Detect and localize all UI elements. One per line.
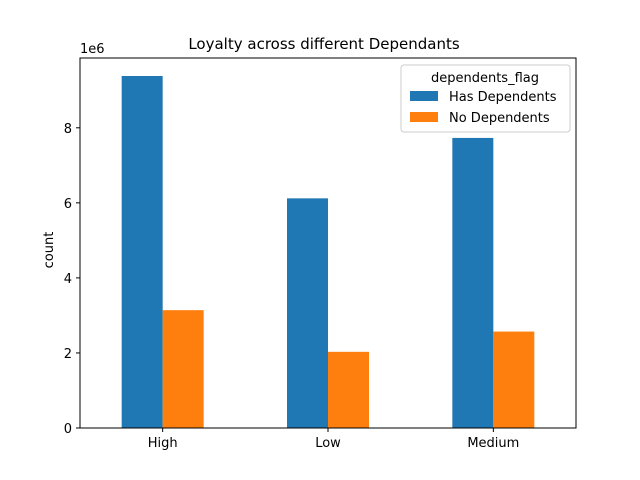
legend-label-no-dependents: No Dependents [449, 111, 550, 126]
legend: dependents_flag Has Dependents No Depend… [400, 64, 571, 133]
y-axis-label: count [42, 232, 57, 269]
legend-swatch-no-dependents [410, 112, 438, 122]
bar-medium-has-dependents [452, 137, 494, 428]
y-axis-offset: 1e6 [80, 42, 105, 57]
x-tick-label: Medium [467, 436, 519, 451]
x-tick-label: High [148, 436, 178, 451]
legend-box [400, 64, 571, 133]
y-tick-label: 2 [64, 347, 72, 362]
x-ticks: High Low Medium [148, 428, 519, 451]
bar-medium-no-dependents [493, 331, 535, 428]
bars-group [121, 76, 535, 428]
bar-low-has-dependents [287, 198, 328, 428]
legend-label-has-dependents: Has Dependents [449, 90, 557, 105]
bar-high-has-dependents [121, 76, 163, 428]
y-tick-label: 4 [64, 272, 72, 287]
y-tick-label: 8 [64, 122, 72, 137]
chart-title: Loyalty across different Dependants [188, 35, 459, 53]
bar-high-no-dependents [162, 310, 204, 428]
y-tick-label: 6 [64, 197, 72, 212]
x-tick-label: Low [315, 436, 341, 451]
y-ticks: 0 2 4 6 8 [64, 122, 80, 437]
legend-swatch-has-dependents [410, 91, 438, 101]
bar-low-no-dependents [328, 351, 369, 428]
plot-frame [79, 57, 577, 429]
y-tick-label: 0 [64, 422, 72, 437]
legend-title: dependents_flag [431, 71, 539, 86]
